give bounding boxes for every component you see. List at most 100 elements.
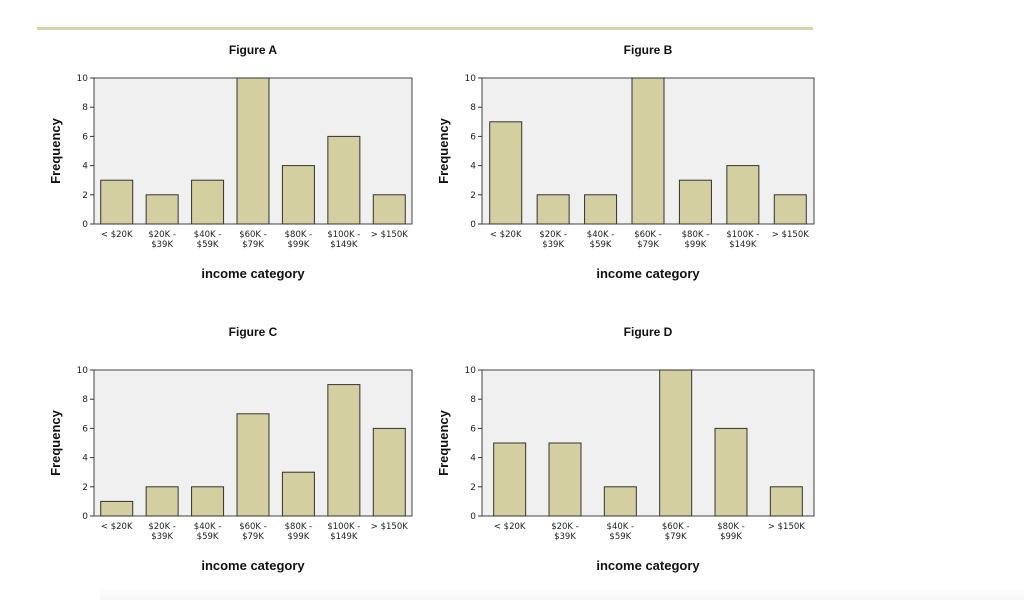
y-tick-label: 6 — [82, 424, 88, 434]
x-tick-label: $80K - — [285, 522, 313, 532]
y-tick-label: 10 — [77, 366, 89, 376]
chart-title: Figure A — [229, 43, 278, 57]
bar — [145, 486, 179, 517]
bar — [236, 77, 270, 225]
y-tick-label: 0 — [82, 220, 88, 230]
x-tick-label: < $20K — [101, 522, 133, 532]
x-tick-label: $40K - — [587, 230, 615, 240]
x-tick-label: $20K - — [148, 522, 176, 532]
top-divider — [37, 27, 813, 30]
y-tick-label: 0 — [470, 220, 476, 230]
bar — [489, 121, 523, 225]
x-tick-label: > $150K — [371, 230, 408, 240]
x-tick-label: $99K — [685, 240, 707, 250]
x-tick-label: $39K — [151, 240, 173, 250]
x-tick-label: $40K - — [194, 230, 222, 240]
bar — [191, 179, 225, 225]
bar — [678, 179, 712, 225]
bar — [714, 427, 748, 517]
bar — [603, 486, 637, 517]
bar — [536, 194, 570, 225]
y-tick-label: 10 — [77, 74, 89, 84]
x-tick-label: > $150K — [772, 230, 809, 240]
bar — [236, 413, 270, 517]
y-tick-label: 8 — [82, 103, 88, 113]
bar — [548, 442, 582, 517]
y-tick-label: 2 — [82, 483, 88, 493]
y-tick-label: 2 — [470, 483, 476, 493]
chart-title: Figure D — [624, 325, 673, 339]
chart-d: Figure D 0 2 4 6 8 10 Frequency < $20K $20K -$39K… — [436, 325, 815, 573]
y-tick-label: 4 — [470, 454, 476, 464]
x-tick-label: $39K — [542, 240, 564, 250]
y-axis-label: Frequency — [48, 409, 63, 476]
bar — [493, 442, 527, 517]
plot-area — [481, 369, 815, 517]
x-tick-label: $40K - — [194, 522, 222, 532]
bar — [100, 179, 134, 225]
x-tick-label: $149K — [729, 240, 757, 250]
bar — [281, 471, 315, 517]
x-tick-label: $149K — [330, 532, 358, 542]
y-tick-label: 0 — [470, 512, 476, 522]
x-tick-label: $99K — [720, 532, 742, 542]
x-tick-label: $100K - — [726, 230, 759, 240]
x-tick-label: $20K - — [148, 230, 176, 240]
bar — [726, 165, 760, 225]
x-tick-label: $80K - — [717, 522, 745, 532]
x-tick-label: $79K — [637, 240, 659, 250]
x-tick-label: $80K - — [682, 230, 710, 240]
y-axis-label: Frequency — [48, 117, 63, 184]
bar — [773, 194, 807, 225]
bar — [327, 135, 361, 225]
y-tick-label: 6 — [470, 424, 476, 434]
x-tick-label: < $20K — [494, 522, 526, 532]
x-axis-label: income category — [201, 558, 305, 573]
x-tick-label: $79K — [242, 532, 264, 542]
bar — [191, 486, 225, 517]
y-tick-label: 4 — [470, 162, 476, 172]
x-tick-label: $149K — [330, 240, 358, 250]
x-tick-label: $59K — [197, 240, 219, 250]
x-tick-label: $100K - — [327, 230, 360, 240]
bar — [769, 486, 803, 517]
x-tick-label: $79K — [242, 240, 264, 250]
x-tick-label: $80K - — [285, 230, 313, 240]
bar — [100, 500, 134, 517]
x-tick-label: $20K - — [539, 230, 567, 240]
x-tick-label: < $20K — [490, 230, 522, 240]
x-tick-label: $60K - — [239, 230, 267, 240]
x-tick-label: $60K - — [662, 522, 690, 532]
chart-title: Figure B — [624, 43, 673, 57]
x-tick-label: $39K — [554, 532, 576, 542]
chart-title: Figure C — [229, 325, 278, 339]
x-axis-label: income category — [596, 558, 700, 573]
bar — [631, 77, 665, 225]
x-tick-label: > $150K — [768, 522, 805, 532]
chart-b: Figure B 0 2 4 6 8 10 Frequency < $20K $20K -$39K… — [436, 43, 815, 281]
x-tick-label: $20K - — [551, 522, 579, 532]
x-axis-label: income category — [201, 266, 305, 281]
y-tick-label: 4 — [82, 454, 88, 464]
y-tick-label: 2 — [82, 191, 88, 201]
chart-a: Figure A 0 2 4 6 8 10 Frequency < $20K $20K -$39K… — [48, 43, 413, 281]
bar — [584, 194, 618, 225]
x-tick-label: $60K - — [634, 230, 662, 240]
x-tick-label: $39K — [151, 532, 173, 542]
x-tick-label: < $20K — [101, 230, 133, 240]
y-tick-label: 8 — [82, 395, 88, 405]
x-tick-label: $100K - — [327, 522, 360, 532]
x-tick-label: $60K - — [239, 522, 267, 532]
x-tick-label: $59K — [590, 240, 612, 250]
x-tick-label: $99K — [288, 532, 310, 542]
bar — [659, 369, 693, 517]
y-tick-label: 8 — [470, 395, 476, 405]
x-tick-label: $59K — [609, 532, 631, 542]
y-tick-label: 10 — [465, 366, 477, 376]
y-tick-label: 2 — [470, 191, 476, 201]
y-axis-label: Frequency — [436, 409, 451, 476]
bottom-shade — [100, 588, 1024, 600]
x-tick-label: $59K — [197, 532, 219, 542]
x-tick-label: > $150K — [371, 522, 408, 532]
